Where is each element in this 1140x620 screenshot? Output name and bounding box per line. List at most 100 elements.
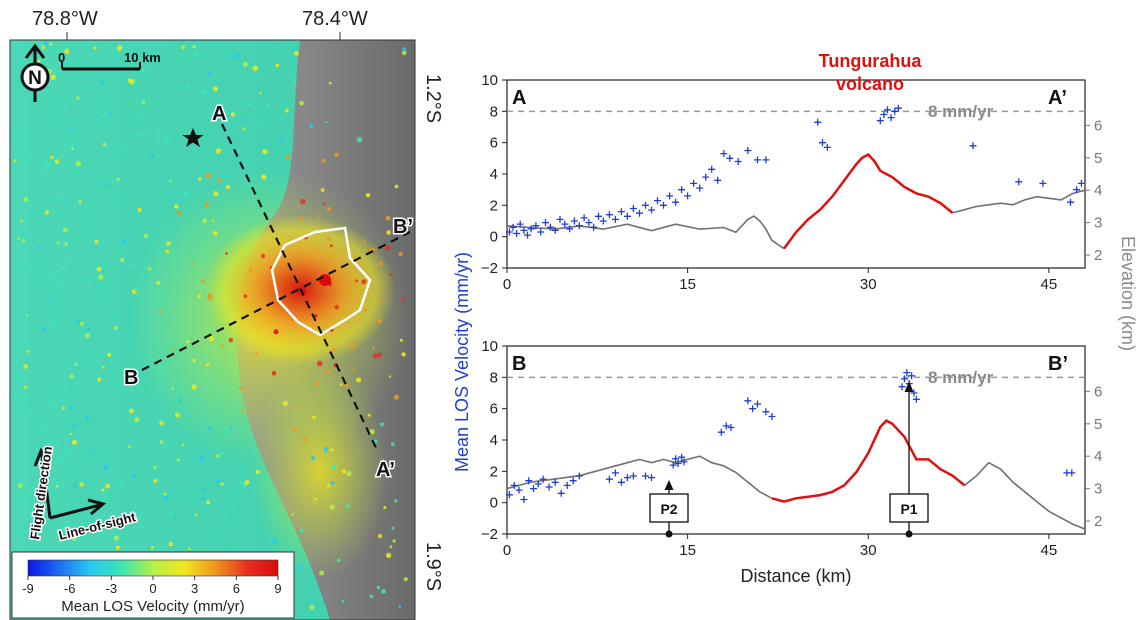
- velocity-point: [1015, 178, 1023, 186]
- topography-line: [506, 455, 773, 500]
- velocity-point: [505, 491, 513, 499]
- velocity-point: [814, 118, 822, 126]
- y-tick-label: 10: [481, 338, 498, 355]
- profile-panel-top: A A’ 8 mm/yr: [505, 79, 1086, 269]
- y-tick-label: 6: [490, 401, 498, 418]
- velocity-point: [696, 184, 704, 192]
- velocity-point: [674, 460, 682, 467]
- velocity-point: [754, 400, 761, 408]
- marker-label-p2: P2: [660, 501, 677, 517]
- velocity-point: [515, 486, 523, 494]
- velocity-point: [762, 156, 770, 164]
- velocity-point: [690, 179, 698, 187]
- marker-p2: P2: [649, 480, 689, 538]
- y-tick-label: 0: [490, 495, 498, 512]
- map-letter-a: A: [212, 103, 226, 125]
- velocity-point: [900, 375, 908, 383]
- reference-label-top: 8 mm/yr: [928, 102, 994, 121]
- velocity-point: [1039, 179, 1047, 187]
- scale-label-zero: 0: [58, 50, 65, 65]
- volcano-outline: [270, 226, 372, 337]
- velocity-point: [708, 165, 716, 173]
- los-arrow: [49, 503, 101, 520]
- velocity-point: [611, 215, 619, 223]
- elev-tick-label: 6: [1094, 383, 1102, 400]
- velocity-point: [754, 156, 761, 164]
- scale-label-10km: 10 km: [124, 50, 161, 65]
- velocity-point: [527, 225, 535, 233]
- velocity-point: [876, 117, 884, 125]
- y-tick-label: 2: [490, 197, 498, 214]
- velocity-point: [884, 106, 891, 114]
- velocity-point: [823, 143, 831, 151]
- velocity-point: [509, 223, 517, 231]
- velocity-point: [537, 228, 545, 236]
- velocity-point: [666, 192, 674, 200]
- colorbar-tick-label: -3: [106, 581, 118, 596]
- velocity-point: [678, 453, 686, 461]
- velocity-point: [819, 139, 826, 147]
- velocity-point: [744, 147, 752, 154]
- profile-line-aa: [221, 123, 379, 453]
- velocity-point: [672, 455, 680, 463]
- velocity-point: [505, 228, 513, 236]
- colorbar-tick-label: -9: [22, 581, 34, 596]
- topography-line: [964, 461, 1086, 530]
- velocity-point: [636, 209, 643, 217]
- lon-label-east: 78.4°W: [302, 8, 368, 30]
- volcano-summit: [319, 274, 331, 286]
- profile-panel-bottom: B B’ 8 mm/yr P2 P1: [505, 345, 1086, 538]
- profile-letter-b: B: [512, 353, 526, 375]
- velocity-point: [524, 231, 531, 239]
- velocity-point: [717, 428, 725, 436]
- velocity-point: [520, 496, 528, 503]
- velocity-point: [903, 369, 911, 377]
- velocity-point: [714, 176, 722, 184]
- y-tick-label: −2: [481, 526, 498, 543]
- lon-label-west: 78.8°W: [32, 8, 98, 30]
- map-frame: [9, 39, 416, 620]
- map-letter-a-end: A’: [376, 459, 395, 481]
- velocity-point: [557, 489, 565, 497]
- plot-frame-top: [506, 79, 1086, 269]
- velocity-point: [680, 458, 688, 466]
- velocity-point: [912, 395, 920, 403]
- y-tick-label: 4: [490, 166, 498, 183]
- velocity-point: [642, 201, 649, 209]
- velocity-point: [623, 474, 631, 482]
- colorbar-legend: -9 -6 -3 0 3 6 9 Mean LOS Velocity (mm/yr): [11, 551, 295, 619]
- velocity-point: [722, 422, 730, 430]
- velocity-point: [520, 226, 528, 234]
- velocity-point: [566, 225, 574, 233]
- velocity-point: [880, 111, 888, 118]
- velocity-point: [605, 211, 613, 219]
- velocity-point: [669, 461, 677, 469]
- velocity-point: [617, 208, 625, 216]
- velocity-point: [648, 206, 655, 214]
- velocity-point: [539, 475, 547, 483]
- y-tick-label: 2: [490, 463, 498, 480]
- elev-tick-label: 3: [1094, 215, 1102, 232]
- velocity-point: [1067, 198, 1074, 206]
- colorbar-tick-label: 6: [233, 581, 240, 596]
- velocity-point: [894, 104, 902, 112]
- elev-tick-label: 4: [1094, 182, 1102, 199]
- velocity-point: [551, 478, 559, 486]
- topography-line: [506, 215, 785, 250]
- velocity-point: [726, 154, 734, 162]
- velocity-point: [908, 372, 916, 380]
- velocity-point: [1073, 186, 1081, 194]
- flight-arrow: [40, 454, 52, 519]
- plot-frame-bottom: [506, 345, 1086, 535]
- profile-letter-a-end: A’: [1048, 87, 1067, 109]
- velocity-point: [629, 205, 637, 212]
- x-tick-label: 15: [679, 542, 696, 559]
- velocity-point: [551, 226, 559, 234]
- velocity-point: [678, 186, 686, 194]
- velocity-point: [575, 472, 583, 480]
- profile-letter-b-end: B’: [1048, 353, 1068, 375]
- velocity-point: [605, 475, 613, 483]
- velocity-point: [569, 477, 577, 485]
- elev-tick-label: 2: [1094, 513, 1102, 530]
